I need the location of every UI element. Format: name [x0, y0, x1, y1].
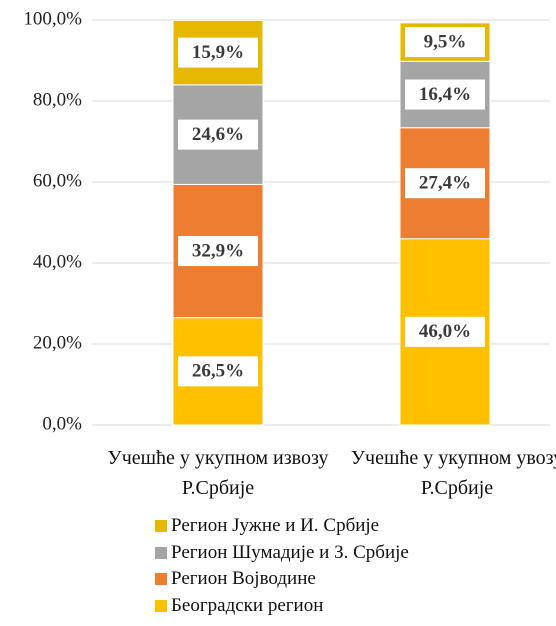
legend-label: Регион Шумадије и З. Србије: [171, 541, 409, 563]
x-tick-label: Учешће у укупном извозу Р.Србије: [107, 447, 329, 499]
legend-label: Регион Војводине: [171, 568, 316, 589]
y-tick-label: 60,0%: [33, 170, 82, 191]
x-tick-label: Учешће у укупном увозу Р.Србије: [350, 447, 556, 499]
value-label-box: [405, 79, 485, 110]
legend-item: Регион Јужне и И. Србије: [155, 515, 379, 537]
value-label: 15,9%: [192, 42, 244, 63]
legend-label: Регион Јужне и И. Србије: [171, 515, 380, 536]
legend-item: Регион Војводине: [155, 568, 316, 590]
value-label: 26,5%: [192, 361, 244, 382]
value-label-box: [178, 37, 258, 68]
value-label: 24,6%: [192, 124, 244, 145]
legend-item: Београдски регион: [155, 595, 323, 617]
y-tick-label: 0,0%: [42, 413, 82, 434]
value-label-box: [178, 119, 258, 150]
y-tick-label: 80,0%: [33, 89, 82, 110]
y-tick-label: 40,0%: [33, 251, 82, 272]
value-label-box: [405, 168, 485, 199]
y-tick-label: 100,0%: [23, 8, 82, 29]
value-label-box: [405, 27, 485, 58]
legend-swatch: [155, 599, 167, 612]
value-label: 46,0%: [419, 321, 471, 342]
legend-swatch: [155, 573, 167, 585]
value-label-box: [178, 356, 258, 387]
y-tick-label: 20,0%: [33, 332, 82, 353]
legend-swatch: [155, 520, 167, 532]
legend-label: Београдски регион: [171, 594, 324, 616]
value-label: 9,5%: [424, 31, 467, 52]
value-label: 27,4%: [419, 173, 471, 194]
value-label: 16,4%: [419, 84, 471, 105]
value-label-box: [405, 316, 485, 347]
value-label: 32,9%: [192, 240, 244, 261]
value-label-box: [178, 236, 258, 267]
legend-swatch: [155, 546, 167, 559]
legend-item: Регион Шумадије и З. Србије: [155, 542, 409, 564]
